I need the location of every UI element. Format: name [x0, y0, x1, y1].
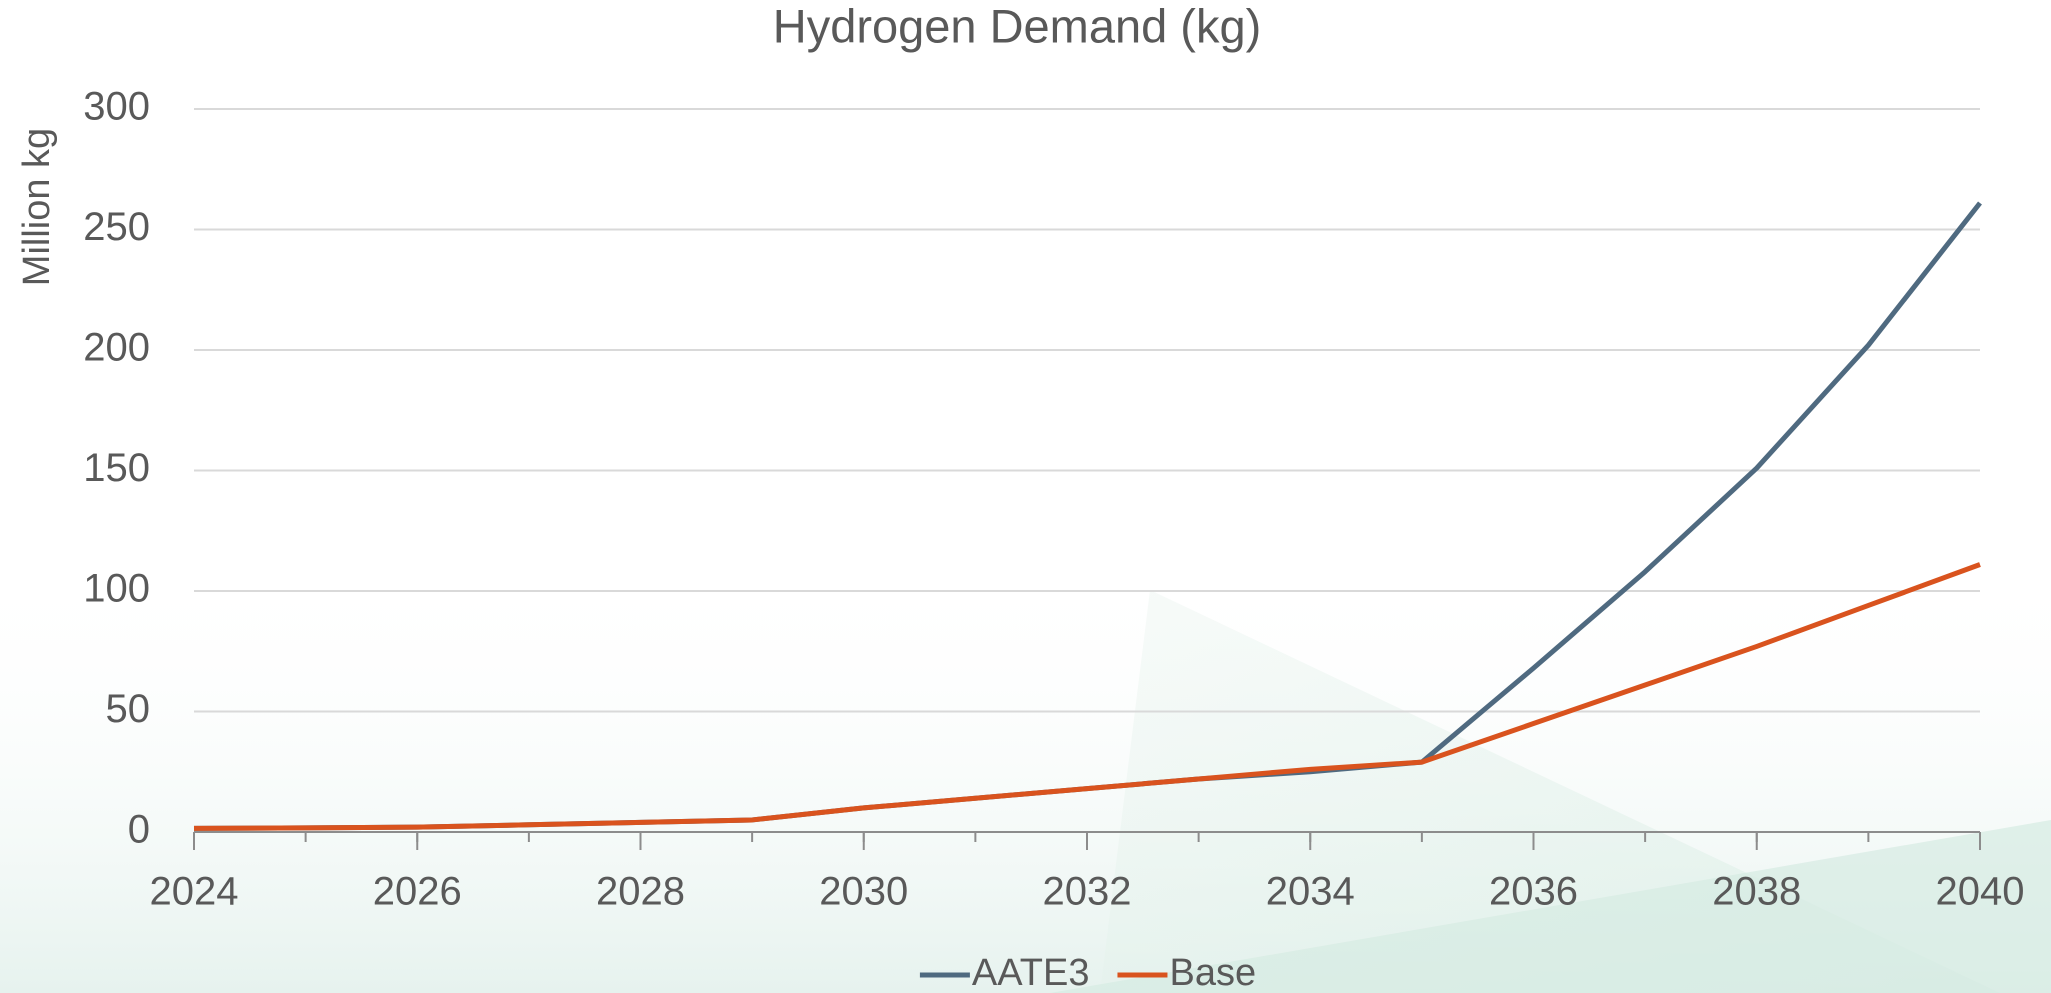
data-line — [193, 562, 1981, 831]
y-tick-label: 0 — [128, 808, 150, 852]
x-tick-label: 2026 — [373, 870, 462, 914]
x-tick-label: 2034 — [1266, 870, 1355, 914]
y-tick-label: 50 — [106, 687, 151, 731]
x-tick-label: 2030 — [819, 870, 908, 914]
y-tick-label: 150 — [83, 446, 150, 490]
y-tick-label: 250 — [83, 205, 150, 249]
x-tick-label: 2028 — [596, 870, 685, 914]
background-shape — [1050, 820, 2051, 993]
y-tick-label: 300 — [83, 85, 150, 129]
y-tick-label: 100 — [83, 567, 150, 611]
legend-label: Base — [1169, 952, 1256, 993]
x-tick-label: 2038 — [1712, 870, 1801, 914]
legend-label: AATE3 — [972, 952, 1090, 993]
legend: AATE3 Base — [919, 952, 1256, 993]
x-tick-label: 2024 — [150, 870, 239, 914]
y-axis-title: Million kg — [16, 128, 58, 286]
x-tick-label: 2036 — [1489, 870, 1578, 914]
y-tick-label: 200 — [83, 326, 150, 370]
chart-title: Hydrogen Demand (kg) — [773, 0, 1262, 52]
x-tick-label: 2040 — [1936, 870, 2025, 914]
x-tick-label: 2032 — [1043, 870, 1132, 914]
